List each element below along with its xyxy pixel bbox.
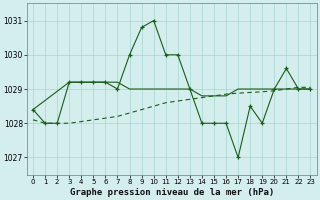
X-axis label: Graphe pression niveau de la mer (hPa): Graphe pression niveau de la mer (hPa) xyxy=(70,188,274,197)
